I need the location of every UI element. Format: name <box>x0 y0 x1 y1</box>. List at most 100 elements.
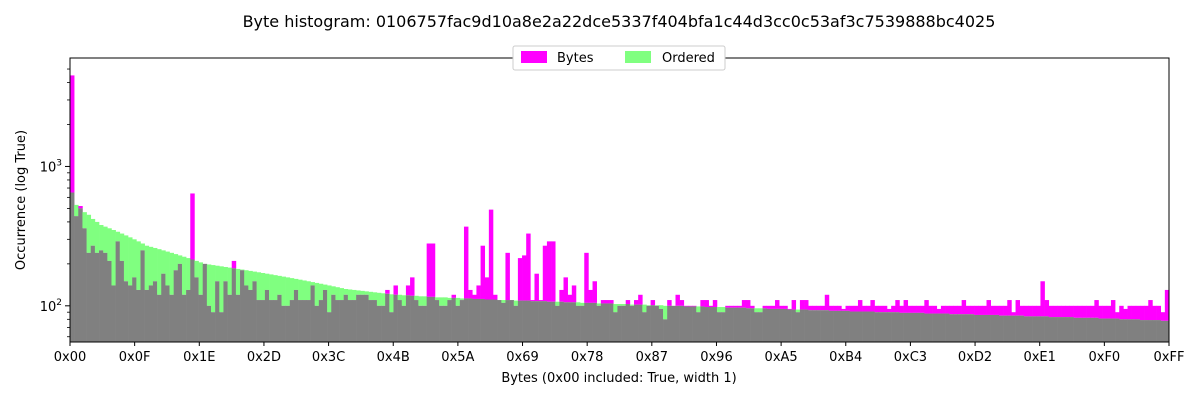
bar-overlap-234 <box>1040 316 1045 342</box>
x-tick-label-13: 0xC3 <box>894 350 927 365</box>
bar-top-21 <box>157 249 162 295</box>
bar-top-174 <box>791 300 797 310</box>
bar-overlap-160 <box>733 307 738 342</box>
bar-overlap-120 <box>567 302 573 342</box>
bar-top-30 <box>194 260 199 278</box>
bar-overlap-16 <box>136 289 141 342</box>
bar-overlap-143 <box>663 319 668 342</box>
bar-top-46 <box>260 272 266 301</box>
bar-overlap-90 <box>443 305 448 342</box>
bar-overlap-172 <box>783 308 788 342</box>
bar-overlap-50 <box>277 294 282 342</box>
bar-top-49 <box>273 275 278 301</box>
bar-top-258 <box>1139 305 1145 321</box>
bar-overlap-215 <box>961 314 967 342</box>
bar-top-180 <box>816 305 821 311</box>
bar-overlap-119 <box>563 302 568 342</box>
bar-top-14 <box>128 237 133 286</box>
bar-overlap-121 <box>571 302 577 342</box>
bar-overlap-167 <box>762 308 768 342</box>
x-tick-label-5: 0x4B <box>377 350 410 365</box>
bar-overlap-107 <box>513 305 519 342</box>
bar-overlap-84 <box>418 305 423 342</box>
bar-top-255 <box>1127 305 1132 320</box>
bar-top-105 <box>505 252 510 301</box>
bar-overlap-238 <box>1057 317 1062 342</box>
legend: Bytes Ordered <box>512 45 726 71</box>
bar-top-17 <box>140 243 145 251</box>
bar-top-146 <box>675 294 680 306</box>
bar-overlap-163 <box>745 308 751 342</box>
x-tick-label-10: 0x96 <box>700 350 733 365</box>
bar-top-97 <box>472 294 477 299</box>
bar-top-0 <box>70 75 75 193</box>
bar-top-136 <box>634 300 639 305</box>
bar-top-164 <box>750 305 755 309</box>
bar-overlap-173 <box>787 309 792 342</box>
bar-top-231 <box>1028 305 1033 317</box>
bars-layer <box>70 75 1170 342</box>
bar-overlap-111 <box>530 301 535 342</box>
bar-top-63 <box>331 286 336 295</box>
bar-overlap-26 <box>177 263 183 342</box>
bar-top-160 <box>733 305 738 308</box>
bar-top-75 <box>381 293 386 306</box>
bar-top-65 <box>339 288 345 301</box>
bar-overlap-19 <box>148 285 154 342</box>
bar-overlap-3 <box>82 228 87 342</box>
bar-overlap-192 <box>866 311 871 342</box>
bar-overlap-18 <box>144 289 150 342</box>
bar-overlap-206 <box>924 313 929 342</box>
bar-top-227 <box>1011 312 1016 316</box>
bar-top-235 <box>1044 300 1050 317</box>
bar-overlap-51 <box>281 305 286 342</box>
bar-overlap-229 <box>1019 315 1025 342</box>
bar-top-253 <box>1119 305 1124 320</box>
bar-overlap-231 <box>1028 316 1033 342</box>
bar-overlap-176 <box>799 309 805 342</box>
bar-overlap-158 <box>725 307 730 342</box>
bar-top-246 <box>1090 305 1095 318</box>
bar-overlap-69 <box>356 294 361 342</box>
bar-top-206 <box>924 300 929 314</box>
bar-overlap-20 <box>152 281 158 342</box>
bar-overlap-6 <box>94 252 100 342</box>
bar-overlap-29 <box>190 259 195 342</box>
bar-overlap-93 <box>455 305 461 342</box>
bar-overlap-155 <box>712 307 718 342</box>
bar-overlap-152 <box>700 306 705 342</box>
bar-top-169 <box>770 305 776 309</box>
legend-swatch-ordered <box>625 51 651 63</box>
bar-top-109 <box>522 255 527 301</box>
bar-overlap-17 <box>140 250 145 342</box>
x-tick-label-8: 0x78 <box>571 350 604 365</box>
bar-overlap-222 <box>990 314 996 342</box>
x-tick-label-1: 0x0F <box>119 350 151 365</box>
bar-top-108 <box>517 258 523 301</box>
bar-top-158 <box>725 305 730 308</box>
bar-overlap-85 <box>422 305 427 342</box>
bar-overlap-162 <box>741 307 747 342</box>
bar-top-236 <box>1048 305 1054 318</box>
legend-label-ordered: Ordered <box>662 51 715 66</box>
bar-top-7 <box>99 225 104 251</box>
bar-overlap-175 <box>795 312 801 342</box>
bar-top-205 <box>920 305 925 313</box>
bar-top-3 <box>82 212 87 229</box>
x-tick-label-11: 0xA5 <box>765 350 798 365</box>
bar-overlap-149 <box>687 306 693 342</box>
bar-top-241 <box>1069 305 1074 318</box>
bar-overlap-57 <box>306 300 311 342</box>
bar-overlap-101 <box>488 299 494 342</box>
bar-top-188 <box>849 305 855 312</box>
bar-top-211 <box>945 305 950 314</box>
bar-top-171 <box>779 305 784 309</box>
bar-overlap-13 <box>123 281 129 342</box>
bar-top-226 <box>1007 300 1012 316</box>
bar-overlap-99 <box>480 298 486 342</box>
bar-top-201 <box>903 300 909 313</box>
bar-top-242 <box>1073 305 1079 318</box>
bar-top-23 <box>165 251 170 286</box>
bar-top-153 <box>704 300 709 308</box>
